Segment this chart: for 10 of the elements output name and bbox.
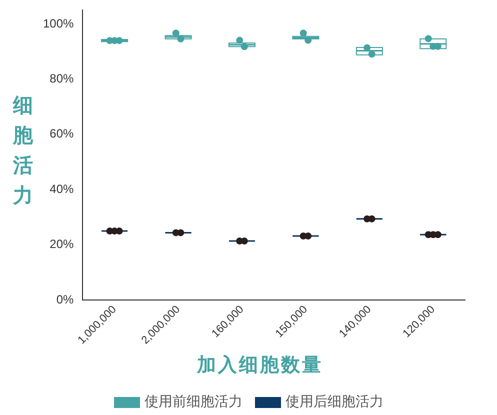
y-tick-label: 60% [50, 126, 74, 141]
legend-label: 使用前细胞活力 [144, 393, 242, 411]
y-axis-title: 细胞活力 [12, 92, 34, 209]
x-axis-title: 加入细胞数量 [196, 353, 324, 378]
y-tick-label: 100% [42, 16, 74, 30]
y-tick-label: 0% [56, 292, 74, 306]
y-tick-label: 40% [50, 182, 74, 196]
y-tick-label: 20% [50, 237, 74, 252]
y-tick-label: 80% [50, 72, 74, 86]
legend-label: 使用后细胞活力 [284, 393, 384, 411]
